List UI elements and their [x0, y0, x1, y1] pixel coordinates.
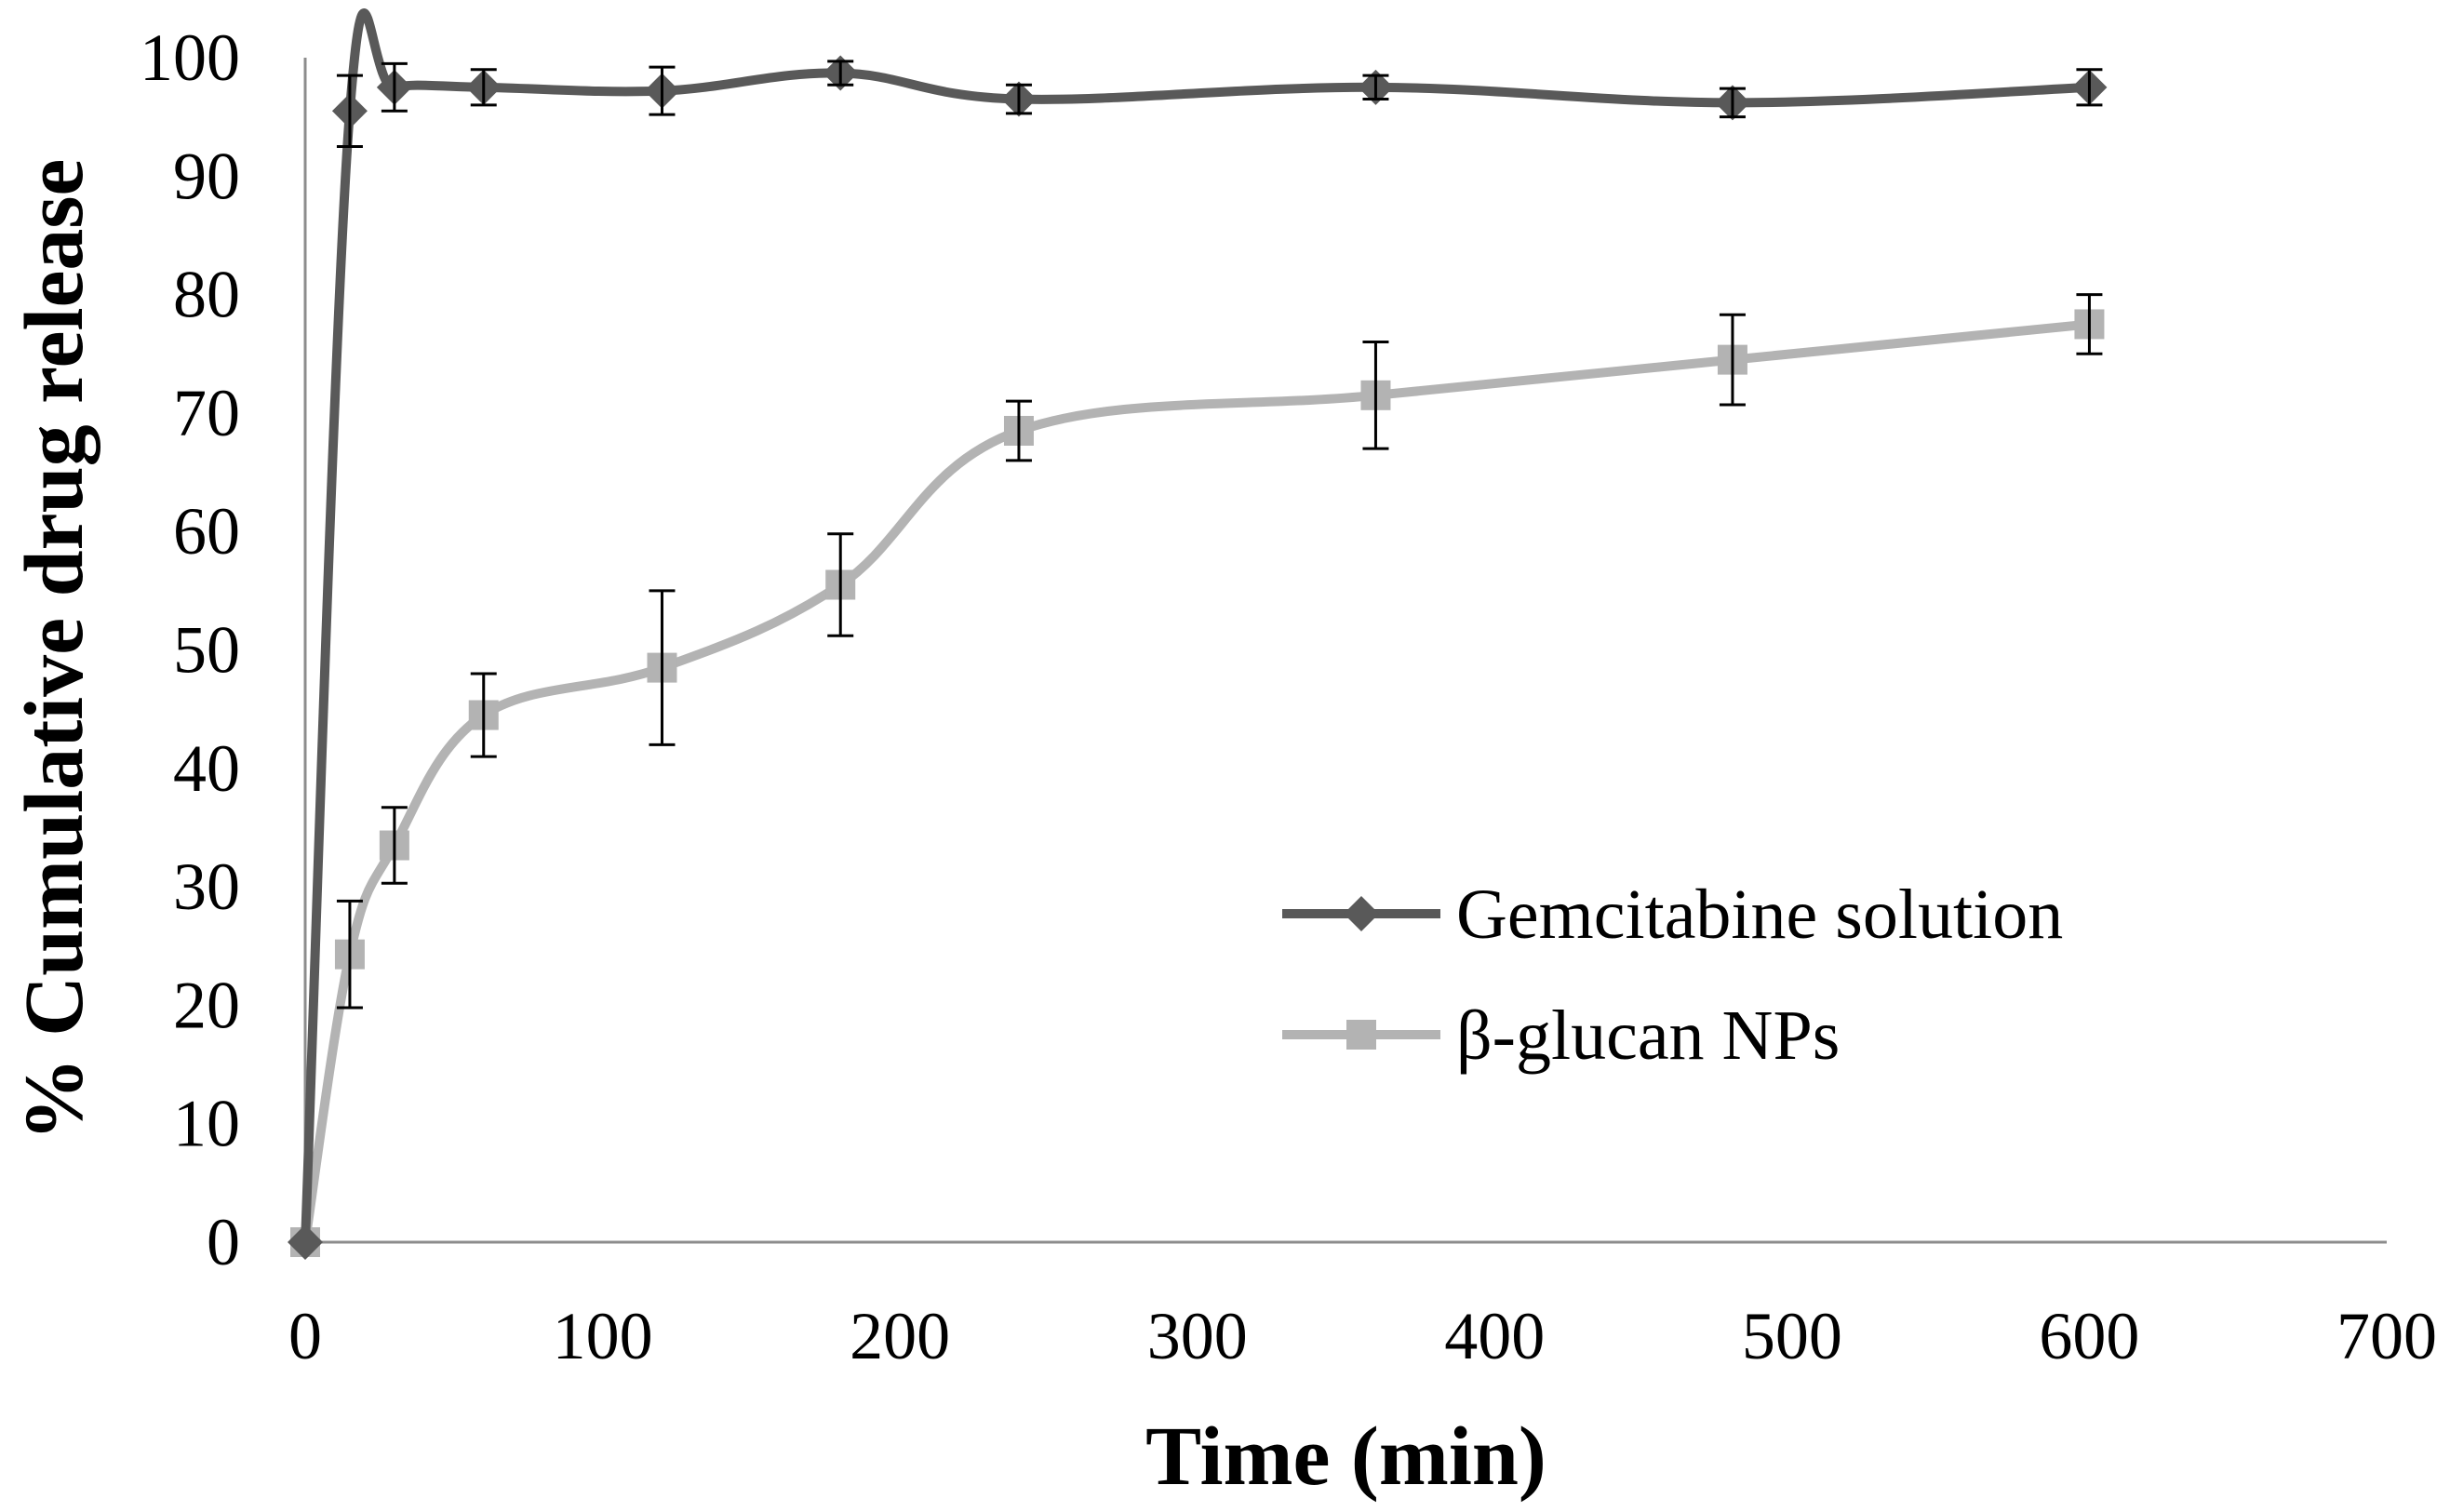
axes: [303, 58, 2387, 1244]
y-tick-label: 100: [140, 20, 240, 95]
x-tick-label: 200: [850, 1299, 950, 1373]
legend-label-glucan: β-glucan NPs: [1456, 997, 1840, 1075]
y-tick-label: 90: [173, 139, 240, 213]
series-glucan: [290, 293, 2105, 1257]
series-gemcitabine: [288, 8, 2108, 1260]
legend-item-gemcitabine: Gemcitabine solution: [1282, 876, 2063, 954]
y-tick-label: 10: [173, 1087, 240, 1161]
legend-item-glucan: β-glucan NPs: [1282, 997, 1840, 1075]
y-tick-label: 50: [173, 613, 240, 688]
y-tick-label: 70: [173, 376, 240, 450]
legend-marker-gemcitabine: [1344, 896, 1379, 931]
data-point-gemcitabine: [288, 1224, 323, 1260]
y-tick-label: 30: [173, 850, 240, 924]
y-tick-label: 20: [173, 968, 240, 1042]
x-tick-label: 0: [288, 1299, 322, 1373]
y-tick-label: 0: [207, 1205, 240, 1279]
y-tick-label: 80: [173, 258, 240, 332]
plot-area: [288, 8, 2108, 1260]
x-tick-label: 700: [2336, 1299, 2437, 1373]
legend-label-gemcitabine: Gemcitabine solution: [1456, 876, 2063, 954]
tick-labels: 0 10 20 30 40 50 60 70 80 90 100 0 100 200 300 400 500 60…: [140, 20, 2437, 1373]
y-tick-label: 60: [173, 494, 240, 569]
x-tick-label: 500: [1742, 1299, 1842, 1373]
x-tick-label: 300: [1147, 1299, 1248, 1373]
x-tick-label: 100: [553, 1299, 653, 1373]
legend: Gemcitabine solution β-glucan NPs: [1282, 876, 2063, 1075]
x-axis-title: Time (min): [1145, 1411, 1546, 1503]
legend-marker-glucan: [1346, 1020, 1376, 1050]
x-tick-label: 600: [2039, 1299, 2139, 1373]
series-line-gemcitabine: [301, 8, 2095, 1247]
x-tick-label: 400: [1444, 1299, 1545, 1373]
y-axis-title: % Cumulative drug release: [8, 159, 100, 1142]
y-tick-label: 40: [173, 731, 240, 806]
